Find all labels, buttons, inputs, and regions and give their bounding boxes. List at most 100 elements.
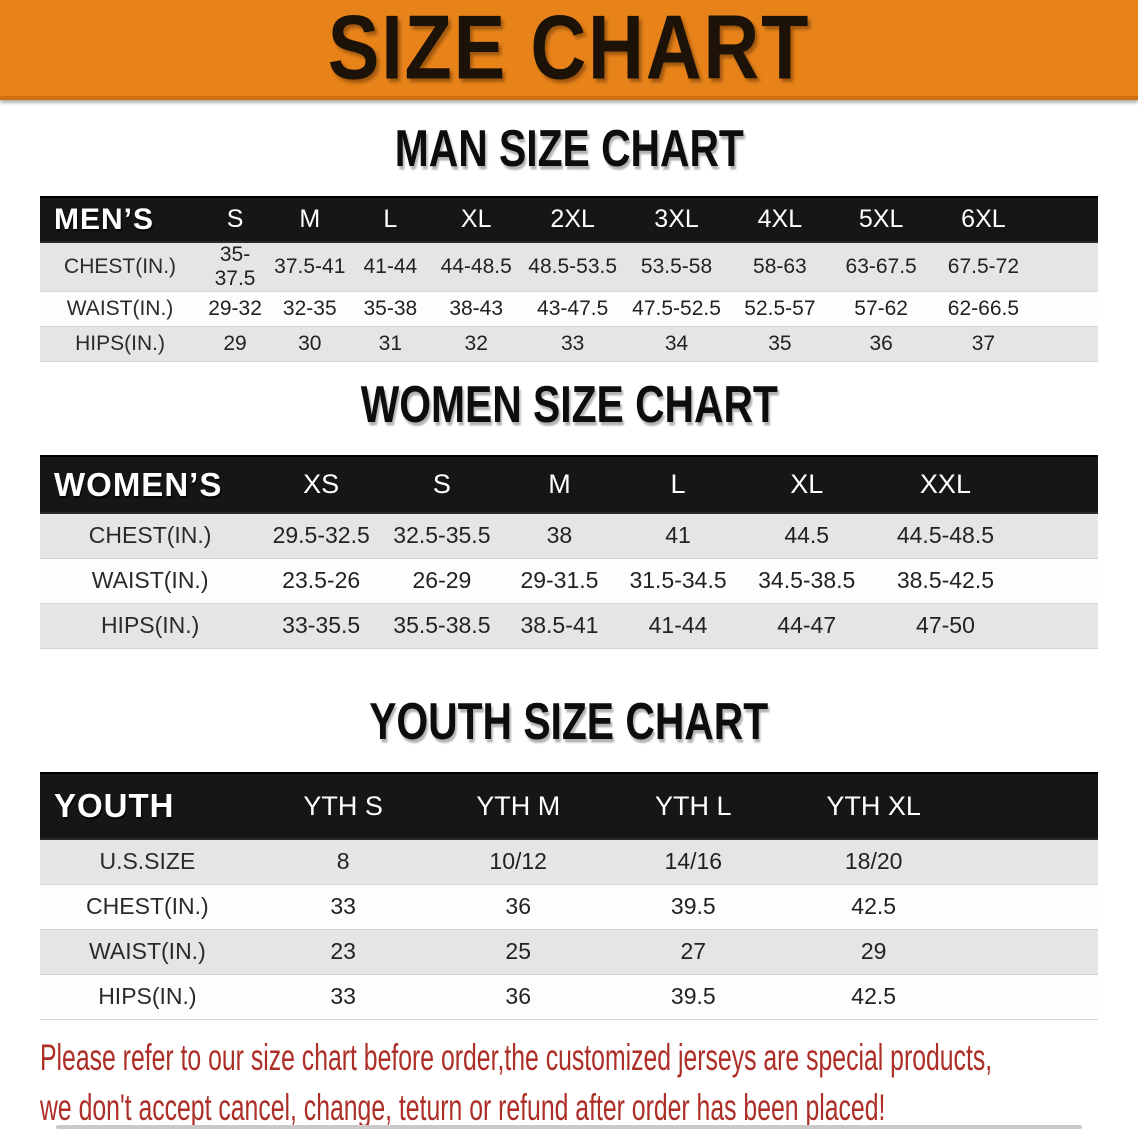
- value-cell: 52.5-57: [729, 291, 831, 327]
- women-section-heading: WOMEN SIZE CHART: [40, 376, 1098, 433]
- value-cell: 36: [431, 974, 605, 1020]
- spacer-cell: [965, 884, 1098, 930]
- value-cell: 32-35: [270, 291, 350, 327]
- disclaimer-line-2: we don't accept cancel, change, teturn o…: [40, 1087, 886, 1128]
- size-section-women: WOMEN SIZE CHART WOMEN’S XS S M L XL XXL CHEST(I…: [40, 376, 1098, 649]
- value-cell: 44-48.5: [431, 242, 522, 292]
- value-cell: 33: [254, 974, 432, 1020]
- value-cell: 38-43: [431, 291, 522, 327]
- value-cell: 67.5-72: [931, 242, 1036, 292]
- value-cell: 33: [254, 884, 432, 930]
- value-cell: 44.5-48.5: [874, 513, 1017, 559]
- value-cell: 14/16: [604, 839, 782, 885]
- value-cell: 34.5-38.5: [738, 558, 875, 604]
- youth-size-table: YOUTH YTH S YTH M YTH L YTH XL U.S.SIZE 8 10/12…: [40, 772, 1098, 1020]
- men-header-row: MEN’S S M L XL 2XL 3XL 4XL 5XL 6XL: [40, 196, 1098, 243]
- row-label: WAIST(IN.): [40, 558, 261, 604]
- row-label: HIPS(IN.): [40, 326, 201, 362]
- youth-column-header: YTH S: [254, 772, 432, 840]
- value-cell: 26-29: [382, 558, 502, 604]
- value-cell: 31.5-34.5: [617, 558, 739, 604]
- men-column-header: 6XL: [931, 196, 1036, 243]
- value-cell: 47-50: [874, 603, 1017, 649]
- value-cell: 18/20: [781, 839, 966, 885]
- banner: SIZE CHART: [0, 0, 1138, 100]
- value-cell: 25: [431, 929, 605, 975]
- value-cell: 37.5-41: [270, 242, 350, 292]
- youth-column-header: YTH L: [604, 772, 782, 840]
- value-cell: 44-47: [738, 603, 875, 649]
- women-column-header: M: [501, 455, 618, 514]
- spacer-cell: [1016, 558, 1098, 604]
- size-section-men: MAN SIZE CHART MEN’S S M L XL 2XL 3XL 4XL 5XL 6XL C…: [40, 120, 1098, 362]
- disclaimer-line-1: Please refer to our size chart before or…: [40, 1037, 993, 1078]
- row-label: WAIST(IN.): [40, 291, 201, 327]
- value-cell: 35-37.5: [200, 242, 271, 292]
- value-cell: 38.5-42.5: [874, 558, 1017, 604]
- spacer-cell: [965, 772, 1098, 840]
- men-row-hipsin: HIPS(IN.) 29 30 31 32 33 34 35 36 37: [40, 326, 1098, 362]
- value-cell: 39.5: [604, 884, 782, 930]
- value-cell: 23.5-26: [260, 558, 383, 604]
- value-cell: 35.5-38.5: [382, 603, 502, 649]
- value-cell: 39.5: [604, 974, 782, 1020]
- value-cell: 58-63: [729, 242, 831, 292]
- youth-section-heading-text: YOUTH SIZE CHART: [369, 693, 769, 751]
- value-cell: 38: [501, 513, 618, 559]
- men-column-header: XL: [431, 196, 522, 243]
- value-cell: 47.5-52.5: [624, 291, 730, 327]
- value-cell: 29-32: [200, 291, 271, 327]
- value-cell: 38.5-41: [501, 603, 618, 649]
- value-cell: 63-67.5: [830, 242, 932, 292]
- men-column-header: 4XL: [729, 196, 831, 243]
- men-column-header: M: [270, 196, 350, 243]
- row-label: CHEST(IN.): [40, 513, 261, 559]
- men-column-header: 2XL: [521, 196, 625, 243]
- youth-group-label: YOUTH: [40, 772, 255, 840]
- men-column-header: S: [200, 196, 271, 243]
- women-column-header: XS: [260, 455, 383, 514]
- spacer-cell: [1016, 455, 1098, 514]
- youth-column-header: YTH M: [431, 772, 605, 840]
- men-column-header: L: [349, 196, 432, 243]
- banner-title: SIZE CHART: [327, 0, 811, 99]
- spacer-cell: [1035, 196, 1098, 243]
- row-label: HIPS(IN.): [40, 603, 261, 649]
- value-cell: 62-66.5: [931, 291, 1036, 327]
- value-cell: 30: [270, 326, 350, 362]
- value-cell: 8: [254, 839, 432, 885]
- value-cell: 48.5-53.5: [521, 242, 625, 292]
- row-label: U.S.SIZE: [40, 839, 255, 885]
- spacer-cell: [1035, 326, 1098, 362]
- row-label: CHEST(IN.): [40, 242, 201, 292]
- youth-section-heading: YOUTH SIZE CHART: [40, 693, 1098, 750]
- row-label: HIPS(IN.): [40, 974, 255, 1020]
- value-cell: 27: [604, 929, 782, 975]
- women-group-label: WOMEN’S: [40, 455, 261, 514]
- value-cell: 10/12: [431, 839, 605, 885]
- value-cell: 35-38: [349, 291, 432, 327]
- value-cell: 23: [254, 929, 432, 975]
- men-section-heading-text: MAN SIZE CHART: [394, 120, 744, 178]
- men-section-heading: MAN SIZE CHART: [40, 120, 1098, 177]
- value-cell: 42.5: [781, 974, 966, 1020]
- value-cell: 33-35.5: [260, 603, 383, 649]
- women-row-hipsin: HIPS(IN.) 33-35.5 35.5-38.5 38.5-41 41-44 44-…: [40, 603, 1098, 649]
- spacer-cell: [965, 929, 1098, 975]
- men-group-label: MEN’S: [40, 196, 201, 243]
- value-cell: 34: [624, 326, 730, 362]
- women-column-header: S: [382, 455, 502, 514]
- men-row-waistin: WAIST(IN.) 29-32 32-35 35-38 38-43 43-47.5 47.…: [40, 291, 1098, 327]
- value-cell: 29.5-32.5: [260, 513, 383, 559]
- women-header-row: WOMEN’S XS S M L XL XXL: [40, 455, 1098, 514]
- youth-row-hipsin: HIPS(IN.) 33 36 39.5 42.5: [40, 974, 1098, 1020]
- row-label: CHEST(IN.): [40, 884, 255, 930]
- value-cell: 31: [349, 326, 432, 362]
- value-cell: 35: [729, 326, 831, 362]
- spacer-cell: [1035, 291, 1098, 327]
- value-cell: 42.5: [781, 884, 966, 930]
- value-cell: 41-44: [349, 242, 432, 292]
- youth-row-waistin: WAIST(IN.) 23 25 27 29: [40, 929, 1098, 975]
- value-cell: 32.5-35.5: [382, 513, 502, 559]
